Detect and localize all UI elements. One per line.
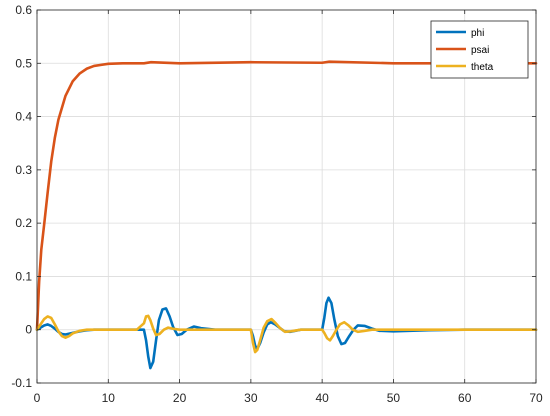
- y-tick-label: 0: [25, 323, 32, 337]
- x-tick-label: 70: [529, 391, 543, 405]
- y-tick-label: 0.2: [15, 216, 32, 230]
- y-tick-label: -0.1: [11, 376, 32, 390]
- x-tick-label: 60: [458, 391, 472, 405]
- legend-label-phi: phi: [471, 28, 484, 39]
- axis-ticks: [36, 9, 537, 384]
- y-tick-label: 0.1: [15, 269, 32, 283]
- legend-label-psai: psai: [471, 45, 489, 56]
- y-tick-label: 0.5: [15, 56, 32, 70]
- x-tick-labels: 0 10 20 30 40 50 60 70: [34, 391, 543, 405]
- x-tick-label: 30: [244, 391, 258, 405]
- x-tick-label: 0: [34, 391, 41, 405]
- x-tick-label: 20: [173, 391, 187, 405]
- legend-label-theta: theta: [471, 62, 494, 73]
- x-tick-label: 50: [387, 391, 401, 405]
- y-tick-label: 0.6: [15, 3, 32, 17]
- series-layer: [35, 60, 538, 370]
- y-tick-labels: -0.1 0 0.1 0.2 0.3 0.4 0.5 0.6: [11, 3, 32, 390]
- plot-frame: [36, 9, 537, 384]
- series-line-psai: [35, 60, 538, 332]
- y-tick-label: 0.3: [15, 163, 32, 177]
- legend: phi psai theta: [430, 20, 529, 79]
- y-tick-label: 0.4: [15, 110, 32, 124]
- series-line-theta: [35, 314, 538, 354]
- x-tick-label: 40: [315, 391, 329, 405]
- x-tick-label: 10: [102, 391, 116, 405]
